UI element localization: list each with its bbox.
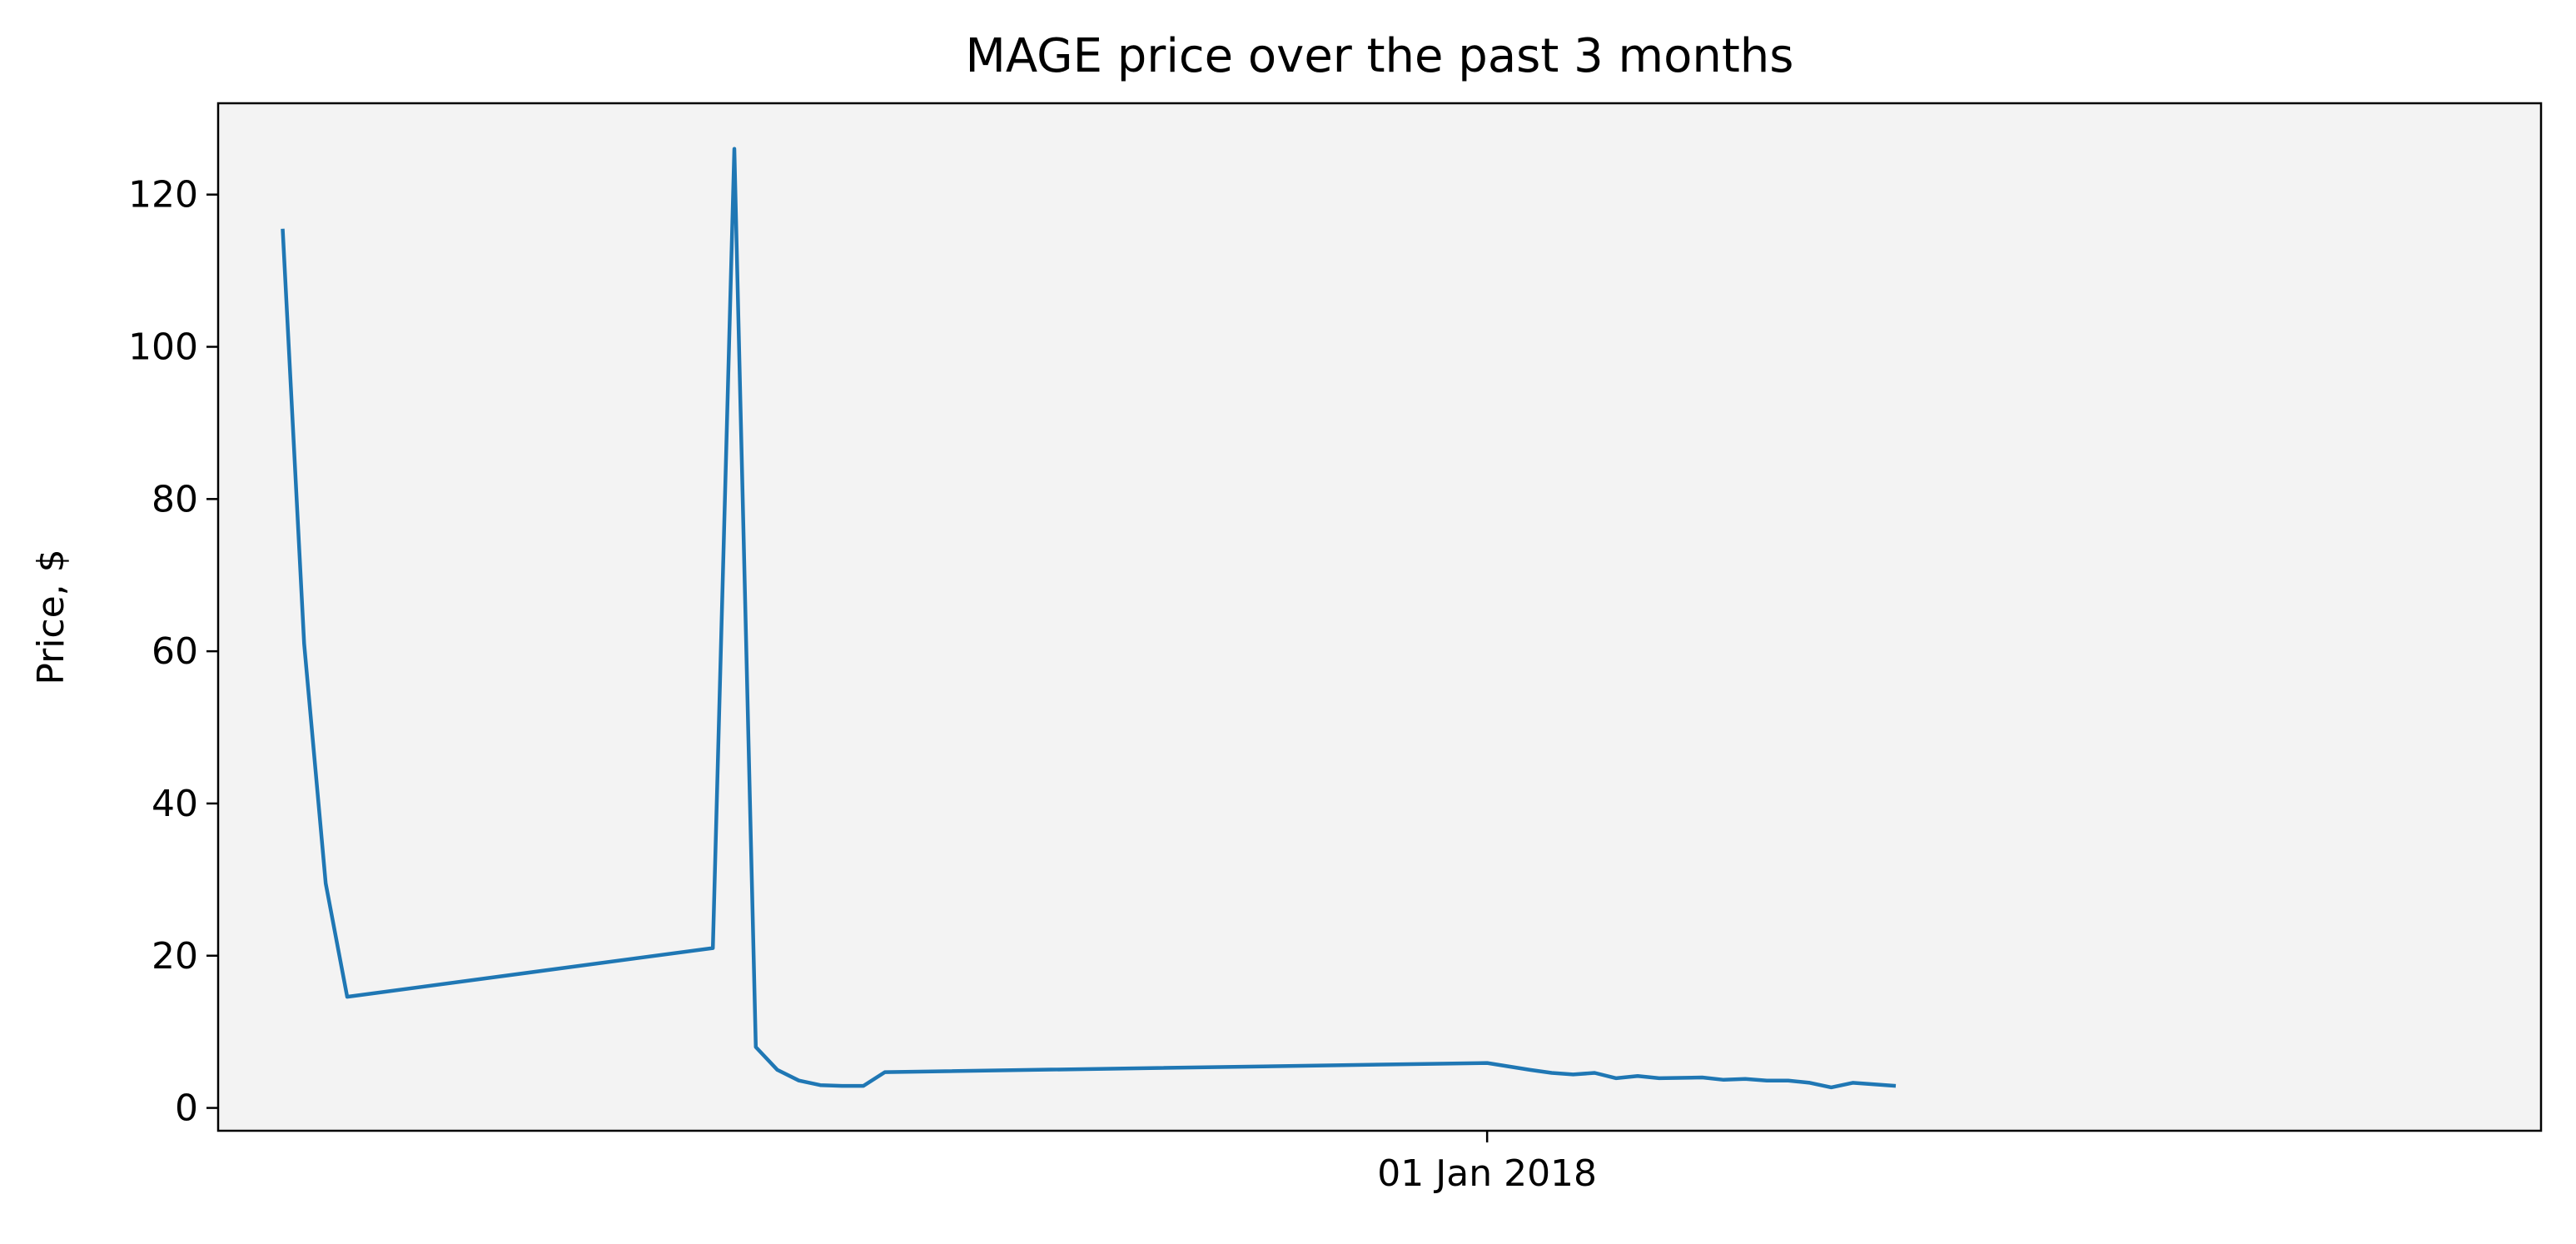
x-axis-ticks: 01 Jan 2018 [1377, 1131, 1597, 1195]
y-axis-label: Price, $ [30, 549, 72, 684]
y-tick-label: 120 [128, 174, 198, 216]
x-tick-label: 01 Jan 2018 [1377, 1152, 1597, 1195]
plot-area-frame [216, 102, 2543, 1132]
y-tick-label: 0 [175, 1087, 198, 1130]
plot-area-background [218, 103, 2541, 1131]
y-tick-label: 60 [152, 630, 198, 673]
price-line [281, 147, 1897, 1090]
y-tick-label: 40 [152, 783, 198, 825]
y-tick-label: 20 [152, 935, 198, 978]
y-tick-label: 100 [128, 326, 198, 369]
y-axis-ticks: 0 20 40 60 80 100 120 [128, 174, 218, 1130]
chart-title: MAGE price over the past 3 months [966, 29, 1794, 83]
y-tick-label: 80 [152, 478, 198, 520]
